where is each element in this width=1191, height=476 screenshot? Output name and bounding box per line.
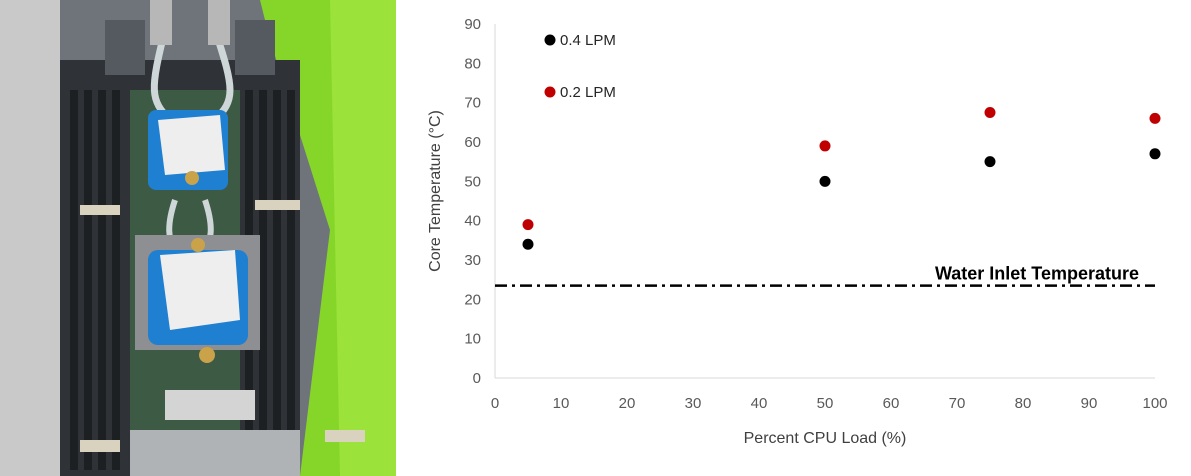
y-tick-label: 30 [464,252,481,269]
data-point-series-0 [1149,148,1161,160]
x-tick-label: 50 [817,395,834,412]
fitting-right [208,0,230,45]
server-photo [0,0,396,476]
data-point-series-0 [984,156,996,168]
x-tick-label: 80 [1015,395,1032,412]
x-tick-label: 0 [491,395,499,412]
x-tick-label: 60 [883,395,900,412]
data-point-series-0 [819,175,831,187]
fitting-left [150,0,172,45]
y-tick-labels: 0 10 20 30 40 50 60 70 80 90 [464,16,481,387]
x-tick-label: 30 [685,395,702,412]
data-points [522,107,1161,250]
y-tick-label: 40 [464,213,481,230]
legend-marker [544,86,556,98]
data-point-series-1 [819,140,831,152]
y-tick-label: 50 [464,173,481,190]
x-tick-label: 70 [949,395,966,412]
cold-plate-top [148,110,228,190]
x-tick-labels: 0 10 20 30 40 50 60 70 80 90 100 [491,395,1168,412]
x-tick-label: 10 [553,395,570,412]
data-point-series-0 [522,238,534,250]
y-tick-label: 10 [464,331,481,348]
connector-bank [165,390,255,420]
chassis-front [130,430,300,476]
y-tick-label: 20 [464,291,481,308]
legend-label: 0.4 LPM [560,32,616,49]
photo-left-surface [0,0,60,476]
memory-slots-left [70,90,120,470]
y-axis-title: Core Temperature (°C) [427,110,444,272]
x-tick-label: 100 [1142,395,1167,412]
data-point-series-1 [1149,112,1161,124]
scatter-chart: 0 10 20 30 40 50 60 70 80 90 0 10 20 30 40 50 60 70 80 90 1… [427,16,1168,447]
data-point-series-1 [984,107,996,118]
x-tick-label: 20 [619,395,636,412]
x-tick-label: 40 [751,395,768,412]
legend-label: 0.2 LPM [560,84,616,101]
water-inlet-label: Water Inlet Temperature [935,264,1139,284]
data-point-series-1 [522,219,534,231]
y-tick-label: 80 [464,55,481,72]
legend: 0.4 LPM 0.2 LPM [544,32,616,101]
y-tick-label: 60 [464,134,481,151]
x-axis-title: Percent CPU Load (%) [744,430,907,447]
y-tick-label: 70 [464,95,481,112]
y-tick-label: 0 [473,370,481,387]
y-tick-label: 90 [464,16,481,33]
x-tick-label: 90 [1081,395,1098,412]
cold-plate-bottom [135,235,260,363]
legend-marker [544,34,556,46]
